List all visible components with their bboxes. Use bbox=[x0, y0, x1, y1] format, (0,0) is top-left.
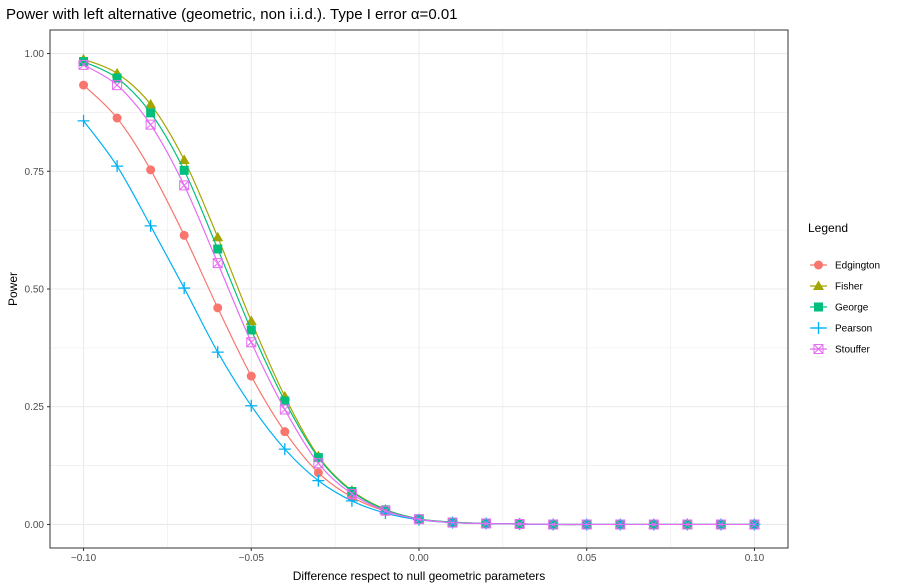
data-point-george bbox=[246, 325, 256, 335]
data-point-george bbox=[79, 57, 89, 67]
data-point-george bbox=[347, 486, 357, 496]
data-point-edgington bbox=[112, 113, 122, 123]
data-point-stouffer bbox=[514, 518, 525, 529]
data-point-stouffer bbox=[548, 519, 559, 530]
data-point-stouffer bbox=[246, 337, 257, 348]
data-point-george bbox=[213, 244, 223, 254]
legend-marker-edgington bbox=[814, 260, 823, 270]
y-tick-label: 1.00 bbox=[25, 49, 45, 60]
x-tick-label: 0.00 bbox=[409, 553, 429, 564]
y-tick-label: 0.25 bbox=[25, 402, 45, 413]
x-axis-title: Difference respect to null geometric par… bbox=[293, 569, 546, 583]
data-point-stouffer bbox=[78, 59, 89, 70]
data-point-stouffer bbox=[481, 518, 492, 529]
grid-major bbox=[50, 30, 788, 548]
legend-item-stouffer: Stouffer bbox=[810, 344, 871, 356]
data-point-edgington bbox=[79, 80, 89, 90]
data-point-stouffer bbox=[648, 519, 659, 530]
data-point-edgington bbox=[313, 468, 323, 478]
x-tick-label: 0.05 bbox=[577, 553, 597, 564]
legend-label-edgington: Edgington bbox=[835, 261, 880, 272]
data-point-stouffer bbox=[581, 519, 592, 530]
series-line-stouffer bbox=[83, 64, 755, 526]
data-point-stouffer bbox=[313, 458, 324, 469]
data-point-pearson bbox=[77, 114, 90, 127]
chart-title: Power with left alternative (geometric, … bbox=[6, 6, 458, 23]
data-point-george bbox=[146, 108, 156, 118]
data-point-pearson bbox=[111, 160, 124, 173]
legend-item-fisher: Fisher bbox=[810, 280, 863, 293]
data-point-stouffer bbox=[682, 519, 693, 530]
data-point-george bbox=[280, 396, 290, 406]
legend-marker-stouffer bbox=[813, 344, 824, 354]
y-axis-title: Power bbox=[6, 272, 20, 306]
legend-item-pearson: Pearson bbox=[810, 322, 872, 335]
legend: Legend Edgington Fisher George Pearson Stouf… bbox=[808, 221, 880, 356]
legend-item-edgington: Edgington bbox=[810, 260, 880, 272]
x-tick-label: −0.10 bbox=[71, 553, 97, 564]
data-point-fisher bbox=[145, 98, 157, 109]
data-point-pearson bbox=[178, 282, 191, 295]
data-point-pearson bbox=[312, 474, 325, 487]
x-tick-label: −0.05 bbox=[239, 553, 265, 564]
data-point-stouffer bbox=[212, 258, 223, 269]
data-point-edgington bbox=[179, 230, 189, 240]
data-point-stouffer bbox=[749, 519, 760, 530]
x-axis: −0.10 −0.05 0.00 0.05 0.10 bbox=[71, 548, 765, 564]
data-point-stouffer bbox=[346, 488, 357, 499]
data-point-stouffer bbox=[279, 404, 290, 415]
legend-label-george: George bbox=[835, 303, 869, 314]
legend-label-pearson: Pearson bbox=[835, 324, 872, 335]
series-stouffer bbox=[78, 59, 760, 530]
data-point-stouffer bbox=[715, 519, 726, 530]
data-point-stouffer bbox=[447, 517, 458, 528]
data-point-pearson bbox=[211, 346, 224, 359]
data-point-edgington bbox=[146, 165, 156, 175]
data-point-fisher bbox=[212, 231, 224, 242]
data-point-edgington bbox=[213, 303, 223, 313]
legend-label-stouffer: Stouffer bbox=[835, 345, 871, 356]
legend-item-george: George bbox=[810, 302, 869, 314]
y-tick-label: 0.75 bbox=[25, 167, 45, 178]
x-tick-label: 0.10 bbox=[745, 553, 765, 564]
data-point-stouffer bbox=[179, 180, 190, 191]
data-point-edgington bbox=[246, 371, 256, 381]
data-point-george bbox=[112, 73, 122, 83]
data-point-stouffer bbox=[380, 505, 391, 516]
legend-marker-fisher bbox=[813, 280, 824, 290]
data-point-edgington bbox=[280, 427, 290, 437]
data-point-fisher bbox=[178, 154, 190, 164]
data-point-george bbox=[179, 165, 189, 175]
data-point-stouffer bbox=[615, 519, 626, 530]
legend-title: Legend bbox=[808, 221, 848, 235]
data-point-stouffer bbox=[145, 119, 156, 130]
legend-marker-george bbox=[814, 302, 823, 312]
legend-marker-pearson bbox=[812, 322, 825, 334]
series-layer bbox=[77, 53, 761, 531]
data-point-stouffer bbox=[414, 514, 424, 525]
data-point-pearson bbox=[345, 494, 358, 507]
legend-label-fisher: Fisher bbox=[835, 282, 863, 293]
data-point-stouffer bbox=[112, 80, 123, 91]
data-point-pearson bbox=[245, 399, 258, 412]
y-tick-label: 0.50 bbox=[25, 285, 45, 296]
y-tick-label: 0.00 bbox=[25, 520, 45, 531]
y-axis: 0.00 0.25 0.50 0.75 1.00 bbox=[25, 49, 50, 531]
data-point-george bbox=[313, 453, 323, 463]
data-point-pearson bbox=[278, 443, 291, 456]
data-point-pearson bbox=[144, 219, 157, 232]
